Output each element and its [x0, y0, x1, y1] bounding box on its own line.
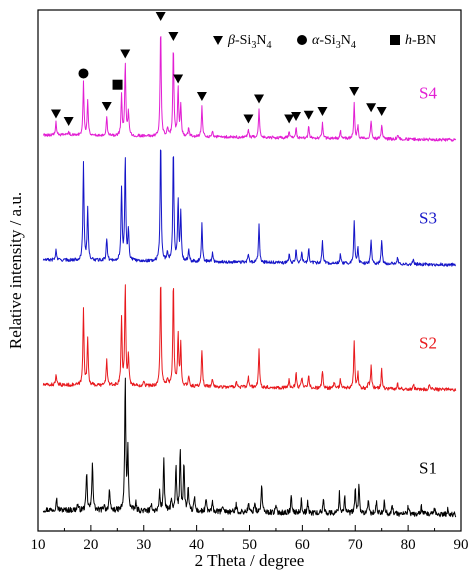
labels-layer: S1 S2 S3 S4 [419, 84, 437, 478]
series-line-s4 [42, 36, 457, 142]
phase-marker-triangle-down-18 [376, 106, 387, 116]
phase-marker-triangle-down-5 [120, 49, 131, 59]
phase-marker-triangle-down-10 [243, 114, 254, 124]
x-axis-title: 2 Theta / degree [195, 551, 305, 570]
plot-frame [37, 9, 462, 532]
x-tick-label-30: 30 [136, 537, 151, 553]
x-tick-label-70: 70 [348, 537, 363, 553]
x-tick-label-50: 50 [242, 537, 257, 553]
x-tick-label-90: 90 [454, 537, 469, 553]
phase-marker-triangle-down-9 [196, 91, 207, 101]
legend-symbol-triangle-down [213, 36, 223, 45]
phase-marker-triangle-down-6 [155, 11, 166, 21]
phase-marker-triangle-down-3 [101, 101, 112, 111]
series-line-s1 [42, 377, 457, 518]
phase-marker-triangle-down-12 [284, 114, 295, 124]
phase-marker-circle-2 [78, 68, 89, 79]
phase-marker-triangle-down-16 [349, 86, 360, 96]
legend: β-Si3N4 α-Si3N4 h-BN [213, 33, 436, 51]
x-tick-label-10: 10 [31, 537, 46, 553]
series-label-s4: S4 [419, 84, 437, 103]
marker-layer [50, 11, 387, 126]
phase-marker-triangle-down-17 [366, 103, 377, 113]
y-axis-title: Relative intensity / a.u. [6, 192, 25, 349]
series-label-s1: S1 [419, 459, 437, 478]
legend-label-0: β-Si3N4 [227, 33, 271, 51]
phase-marker-triangle-down-1 [63, 116, 74, 126]
series-line-s3 [42, 149, 456, 267]
phase-marker-triangle-down-0 [50, 109, 61, 119]
phase-marker-triangle-down-11 [254, 94, 265, 104]
phase-marker-triangle-down-7 [168, 31, 179, 41]
legend-label-1: α-Si3N4 [312, 33, 356, 51]
phase-marker-triangle-down-14 [303, 110, 314, 120]
phase-marker-triangle-down-13 [291, 111, 302, 121]
series-label-s2: S2 [419, 334, 437, 353]
phase-marker-square-4 [112, 79, 123, 90]
series-line-s2 [42, 284, 457, 392]
series-layer [42, 36, 457, 518]
x-tick-label-60: 60 [295, 537, 310, 553]
phase-marker-triangle-down-8 [173, 74, 184, 84]
axes-layer: 10 20 30 40 50 60 70 80 90 2 Theta / degree Relati… [6, 9, 469, 570]
legend-symbol-square [390, 35, 400, 45]
phase-marker-triangle-down-15 [317, 106, 328, 116]
legend-symbol-circle [297, 35, 307, 45]
x-tick-label-40: 40 [189, 537, 204, 553]
series-label-s3: S3 [419, 209, 437, 228]
x-tick-label-80: 80 [401, 537, 416, 553]
x-tick-label-20: 20 [83, 537, 98, 553]
legend-label-2: h-BN [405, 33, 436, 48]
